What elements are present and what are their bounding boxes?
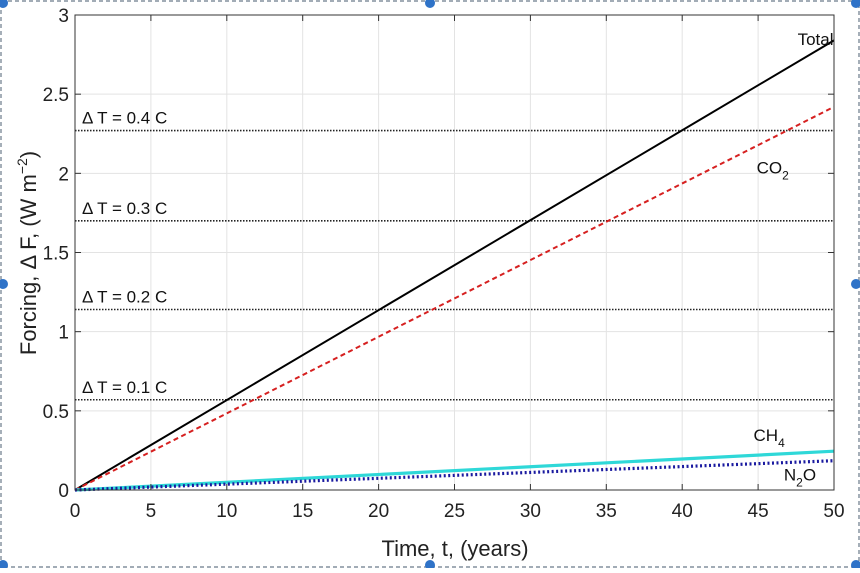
data-series [74, 39, 835, 492]
selection-handle[interactable] [0, 560, 8, 570]
series-label-co2: CO2 [757, 158, 790, 182]
y-tick-label: 2.5 [43, 85, 69, 106]
y-tick-label: 1 [58, 323, 69, 344]
selection-handle[interactable] [0, 0, 8, 8]
series-label-total: Total [798, 30, 834, 49]
x-axis-ticks: 0 5 10 15 20 25 30 35 40 45 50 [70, 15, 845, 522]
x-tick-label: 20 [368, 501, 389, 522]
x-tick-label: 0 [70, 501, 81, 522]
x-tick-label: 35 [596, 501, 617, 522]
y-tick-label: 0.5 [43, 402, 69, 423]
grid-lines [75, 15, 834, 490]
selection-handle[interactable] [425, 0, 435, 8]
series-labels: Total CO2 CH4 N2O [754, 30, 834, 489]
y-tick-label: 3 [58, 6, 69, 27]
series-line-co2 [74, 105, 835, 491]
y-tick-label: 1.5 [43, 244, 69, 265]
x-axis-label: Time, t, (years) [381, 536, 528, 561]
x-tick-label: 15 [292, 501, 313, 522]
y-tick-label: 2 [58, 164, 69, 185]
y-tick-label: 0 [58, 481, 69, 502]
x-tick-label: 40 [672, 501, 693, 522]
reference-lines: Δ T = 0.4 C Δ T = 0.3 C Δ T = 0.2 C Δ T = 0… [75, 109, 834, 401]
reference-line-label: Δ T = 0.4 C [82, 109, 167, 128]
reference-line-label: Δ T = 0.2 C [82, 288, 167, 307]
reference-line-label: Δ T = 0.3 C [82, 199, 167, 218]
series-label-n2o: N2O [784, 466, 816, 490]
x-tick-label: 5 [146, 501, 157, 522]
reference-line-label: Δ T = 0.1 C [82, 378, 167, 397]
y-axis-label: Forcing, Δ F, (W m−2) [14, 151, 41, 355]
selection-handle[interactable] [0, 279, 8, 289]
selection-handle[interactable] [851, 0, 860, 8]
x-tick-label: 45 [748, 501, 769, 522]
selection-handle[interactable] [425, 560, 435, 570]
x-tick-label: 10 [216, 501, 237, 522]
selection-handle[interactable] [851, 560, 860, 570]
series-line-total [74, 39, 835, 491]
selection-handle[interactable] [851, 279, 860, 289]
x-tick-label: 25 [444, 501, 465, 522]
series-line-n2o [74, 459, 835, 492]
series-label-ch4: CH4 [754, 426, 786, 450]
y-axis-ticks: 0 0.5 1 1.5 2 2.5 3 [43, 6, 834, 502]
x-tick-label: 30 [520, 501, 541, 522]
x-tick-label: 50 [823, 501, 844, 522]
